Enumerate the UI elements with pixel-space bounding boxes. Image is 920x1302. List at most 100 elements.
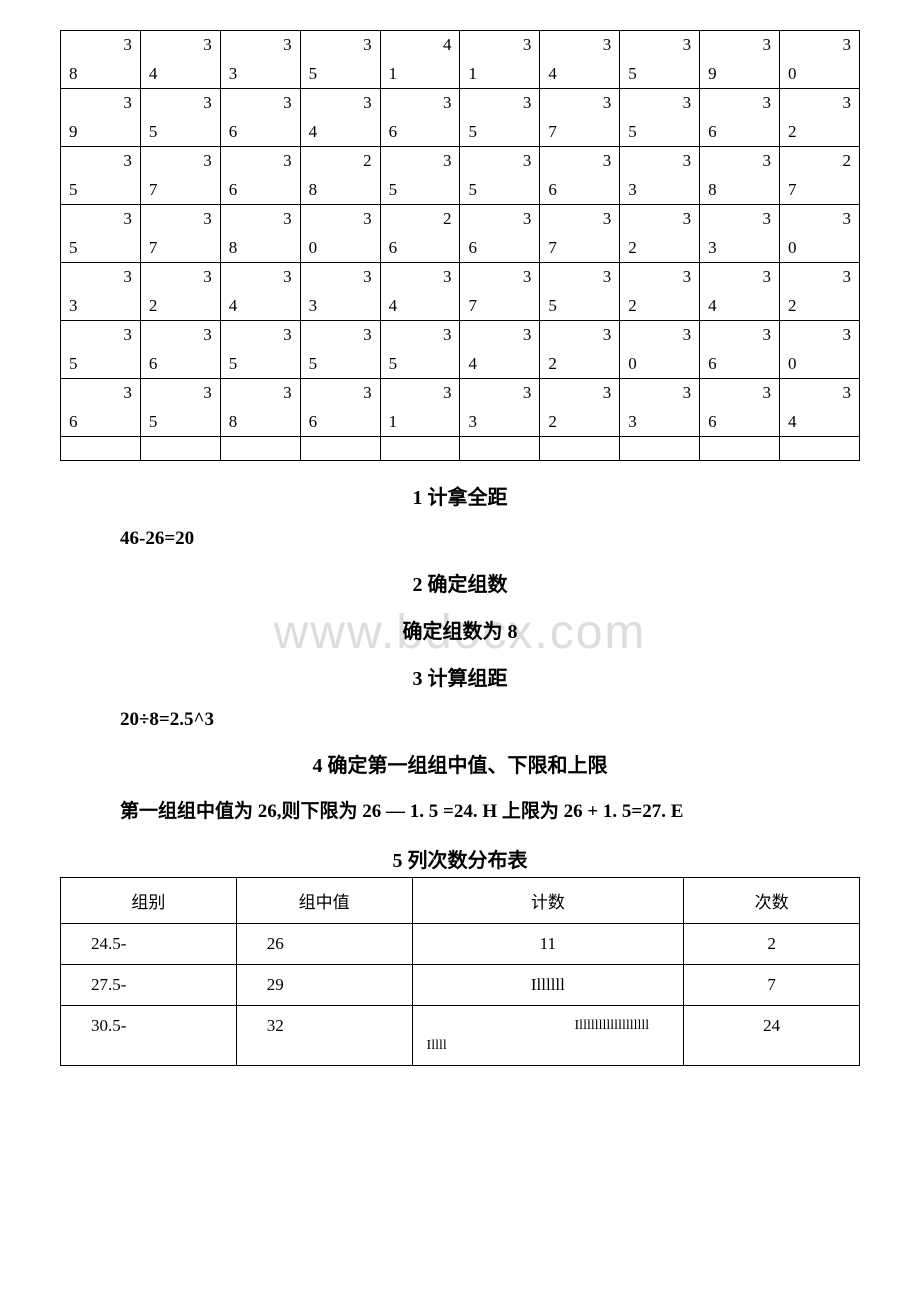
cell-bottom-value: 0 bbox=[788, 354, 797, 374]
cell-top-value: 3 bbox=[683, 151, 692, 171]
cell-bottom-value: 3 bbox=[708, 238, 717, 258]
cell-bottom-value: 8 bbox=[229, 238, 238, 258]
cell-bottom-value: 2 bbox=[548, 412, 557, 432]
data-cell: 34 bbox=[700, 263, 780, 321]
data-cell: 41 bbox=[380, 31, 460, 89]
cell-bottom-value: 6 bbox=[708, 122, 717, 142]
data-cell: 37 bbox=[540, 89, 620, 147]
data-cell-empty bbox=[620, 437, 700, 461]
data-cell: 35 bbox=[620, 31, 700, 89]
cell-bottom-value: 4 bbox=[548, 64, 557, 84]
data-cell: 39 bbox=[700, 31, 780, 89]
data-cell: 28 bbox=[300, 147, 380, 205]
cell-bottom-value: 7 bbox=[548, 122, 557, 142]
cell-bottom-value: 0 bbox=[788, 238, 797, 258]
cell-bottom-value: 8 bbox=[69, 64, 78, 84]
cell-top-value: 3 bbox=[363, 325, 372, 345]
cell-top-value: 3 bbox=[203, 35, 212, 55]
data-cell: 37 bbox=[460, 263, 540, 321]
cell-top-value: 3 bbox=[523, 35, 532, 55]
cell-top-value: 3 bbox=[763, 35, 772, 55]
cell-bottom-value: 5 bbox=[389, 354, 398, 374]
cell-top-value: 3 bbox=[123, 35, 132, 55]
data-cell: 32 bbox=[540, 321, 620, 379]
cell-top-value: 3 bbox=[603, 267, 612, 287]
table-row: 33323433343735323432 bbox=[61, 263, 860, 321]
cell-top-value: 3 bbox=[203, 383, 212, 403]
cell-top-value: 3 bbox=[763, 325, 772, 345]
data-cell: 36 bbox=[460, 205, 540, 263]
cell-top-value: 3 bbox=[443, 325, 452, 345]
data-cell: 32 bbox=[780, 263, 860, 321]
cell-top-value: 3 bbox=[603, 93, 612, 113]
data-cell: 34 bbox=[460, 321, 540, 379]
data-cell: 30 bbox=[780, 31, 860, 89]
freq-header-group: 组别 bbox=[61, 878, 237, 924]
cell-top-value: 3 bbox=[363, 267, 372, 287]
cell-top-value: 3 bbox=[603, 151, 612, 171]
cell-top-value: 3 bbox=[363, 209, 372, 229]
data-cell: 35 bbox=[61, 205, 141, 263]
cell-top-value: 3 bbox=[203, 267, 212, 287]
data-cell: 36 bbox=[700, 379, 780, 437]
cell-top-value: 3 bbox=[683, 383, 692, 403]
cell-top-value: 3 bbox=[843, 325, 852, 345]
cell-top-value: 3 bbox=[123, 209, 132, 229]
data-cell: 33 bbox=[220, 31, 300, 89]
cell-top-value: 3 bbox=[363, 35, 372, 55]
cell-top-value: 3 bbox=[123, 267, 132, 287]
cell-top-value: 2 bbox=[363, 151, 372, 171]
data-cell: 34 bbox=[300, 89, 380, 147]
cell-bottom-value: 5 bbox=[309, 64, 318, 84]
cell-top-value: 3 bbox=[203, 209, 212, 229]
cell-top-value: 3 bbox=[603, 383, 612, 403]
cell-top-value: 3 bbox=[283, 209, 292, 229]
range-calculation: 46-26=20 bbox=[120, 528, 860, 550]
cell-top-value: 4 bbox=[443, 35, 452, 55]
data-cell: 31 bbox=[380, 379, 460, 437]
cell-top-value: 3 bbox=[843, 209, 852, 229]
cell-top-value: 3 bbox=[843, 35, 852, 55]
data-cell: 36 bbox=[380, 89, 460, 147]
freq-mid: 26 bbox=[236, 924, 412, 965]
data-cell: 36 bbox=[540, 147, 620, 205]
section-4-heading: 4 确定第一组组中值、下限和上限 bbox=[60, 749, 860, 778]
cell-bottom-value: 9 bbox=[69, 122, 78, 142]
cell-bottom-value: 7 bbox=[149, 238, 158, 258]
cell-bottom-value: 6 bbox=[389, 238, 398, 258]
data-cell: 36 bbox=[61, 379, 141, 437]
freq-group: 24.5- bbox=[61, 924, 237, 965]
cell-top-value: 3 bbox=[763, 209, 772, 229]
data-cell: 27 bbox=[780, 147, 860, 205]
data-cell: 33 bbox=[620, 379, 700, 437]
cell-bottom-value: 5 bbox=[468, 180, 477, 200]
cell-bottom-value: 3 bbox=[628, 412, 637, 432]
data-cell: 35 bbox=[540, 263, 620, 321]
data-cell: 36 bbox=[220, 147, 300, 205]
cell-bottom-value: 2 bbox=[628, 296, 637, 316]
data-cell: 36 bbox=[700, 89, 780, 147]
data-cell: 34 bbox=[540, 31, 620, 89]
cell-top-value: 3 bbox=[523, 267, 532, 287]
cell-top-value: 3 bbox=[363, 93, 372, 113]
cell-bottom-value: 4 bbox=[389, 296, 398, 316]
data-cell: 34 bbox=[140, 31, 220, 89]
cell-bottom-value: 1 bbox=[468, 64, 477, 84]
cell-top-value: 3 bbox=[283, 93, 292, 113]
data-cell: 35 bbox=[460, 89, 540, 147]
data-cell-empty bbox=[540, 437, 620, 461]
freq-mid: 32 bbox=[236, 1006, 412, 1066]
data-cell: 35 bbox=[140, 379, 220, 437]
cell-top-value: 3 bbox=[443, 267, 452, 287]
cell-top-value: 2 bbox=[843, 151, 852, 171]
cell-top-value: 3 bbox=[523, 93, 532, 113]
cell-bottom-value: 0 bbox=[788, 64, 797, 84]
data-cell: 32 bbox=[620, 263, 700, 321]
data-cell: 30 bbox=[780, 205, 860, 263]
cell-top-value: 3 bbox=[443, 383, 452, 403]
data-cell: 34 bbox=[380, 263, 460, 321]
data-cell-empty bbox=[700, 437, 780, 461]
cell-bottom-value: 8 bbox=[309, 180, 318, 200]
data-cell: 30 bbox=[780, 321, 860, 379]
cell-bottom-value: 6 bbox=[548, 180, 557, 200]
